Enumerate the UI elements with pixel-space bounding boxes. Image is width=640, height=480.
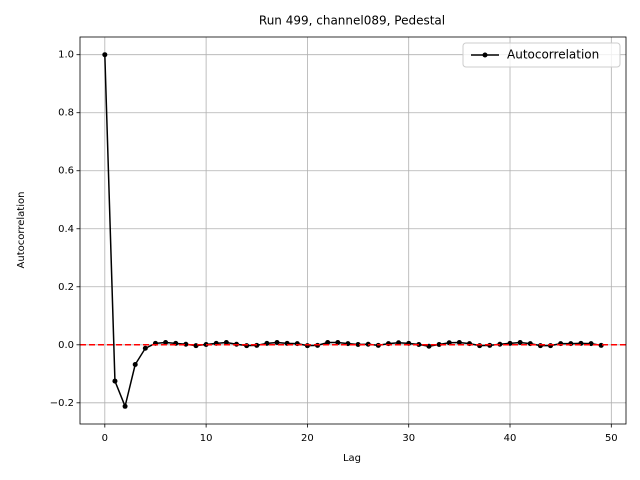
chart-title: Run 499, channel089, Pedestal xyxy=(259,14,445,28)
x-tick-label: 30 xyxy=(402,433,415,444)
data-point xyxy=(396,340,402,346)
data-point xyxy=(436,342,442,348)
x-axis-label: Lag xyxy=(343,453,361,464)
y-axis-label: Autocorrelation xyxy=(16,192,27,269)
data-point xyxy=(517,339,523,345)
data-point xyxy=(244,343,250,349)
plot-frame xyxy=(79,36,627,425)
legend-marker xyxy=(482,52,488,58)
x-tick-label: 20 xyxy=(301,433,314,444)
y-tick-label: 0.4 xyxy=(58,224,74,235)
x-tick-label: 0 xyxy=(102,433,108,444)
data-point xyxy=(193,343,199,349)
series-line xyxy=(104,54,602,409)
x-tick-label: 10 xyxy=(200,433,213,444)
y-tick-label: −0.2 xyxy=(50,398,74,409)
data-point xyxy=(132,362,138,368)
x-tick-label: 50 xyxy=(605,433,618,444)
y-tick-label: 0.0 xyxy=(58,340,74,351)
data-point xyxy=(102,52,108,58)
data-point xyxy=(355,342,361,348)
y-tick-label: 0.6 xyxy=(58,166,74,177)
data-point xyxy=(112,378,118,384)
data-point xyxy=(142,345,148,351)
data-point xyxy=(163,339,169,345)
y-tick-label: 0.2 xyxy=(58,282,74,293)
legend-box xyxy=(462,42,621,68)
data-point xyxy=(537,343,543,349)
data-point xyxy=(456,339,462,345)
data-point xyxy=(223,339,229,345)
y-tick-label: 1.0 xyxy=(58,50,74,61)
x-tick-label: 40 xyxy=(504,433,517,444)
data-point xyxy=(477,343,483,349)
legend-label: Autocorrelation xyxy=(507,48,599,62)
data-point xyxy=(325,339,331,345)
data-point xyxy=(335,339,341,345)
y-tick-label: 0.8 xyxy=(58,108,74,119)
data-point xyxy=(122,403,128,409)
data-point xyxy=(304,343,310,349)
data-point xyxy=(274,339,280,345)
data-point xyxy=(548,343,554,349)
data-point xyxy=(446,340,452,346)
